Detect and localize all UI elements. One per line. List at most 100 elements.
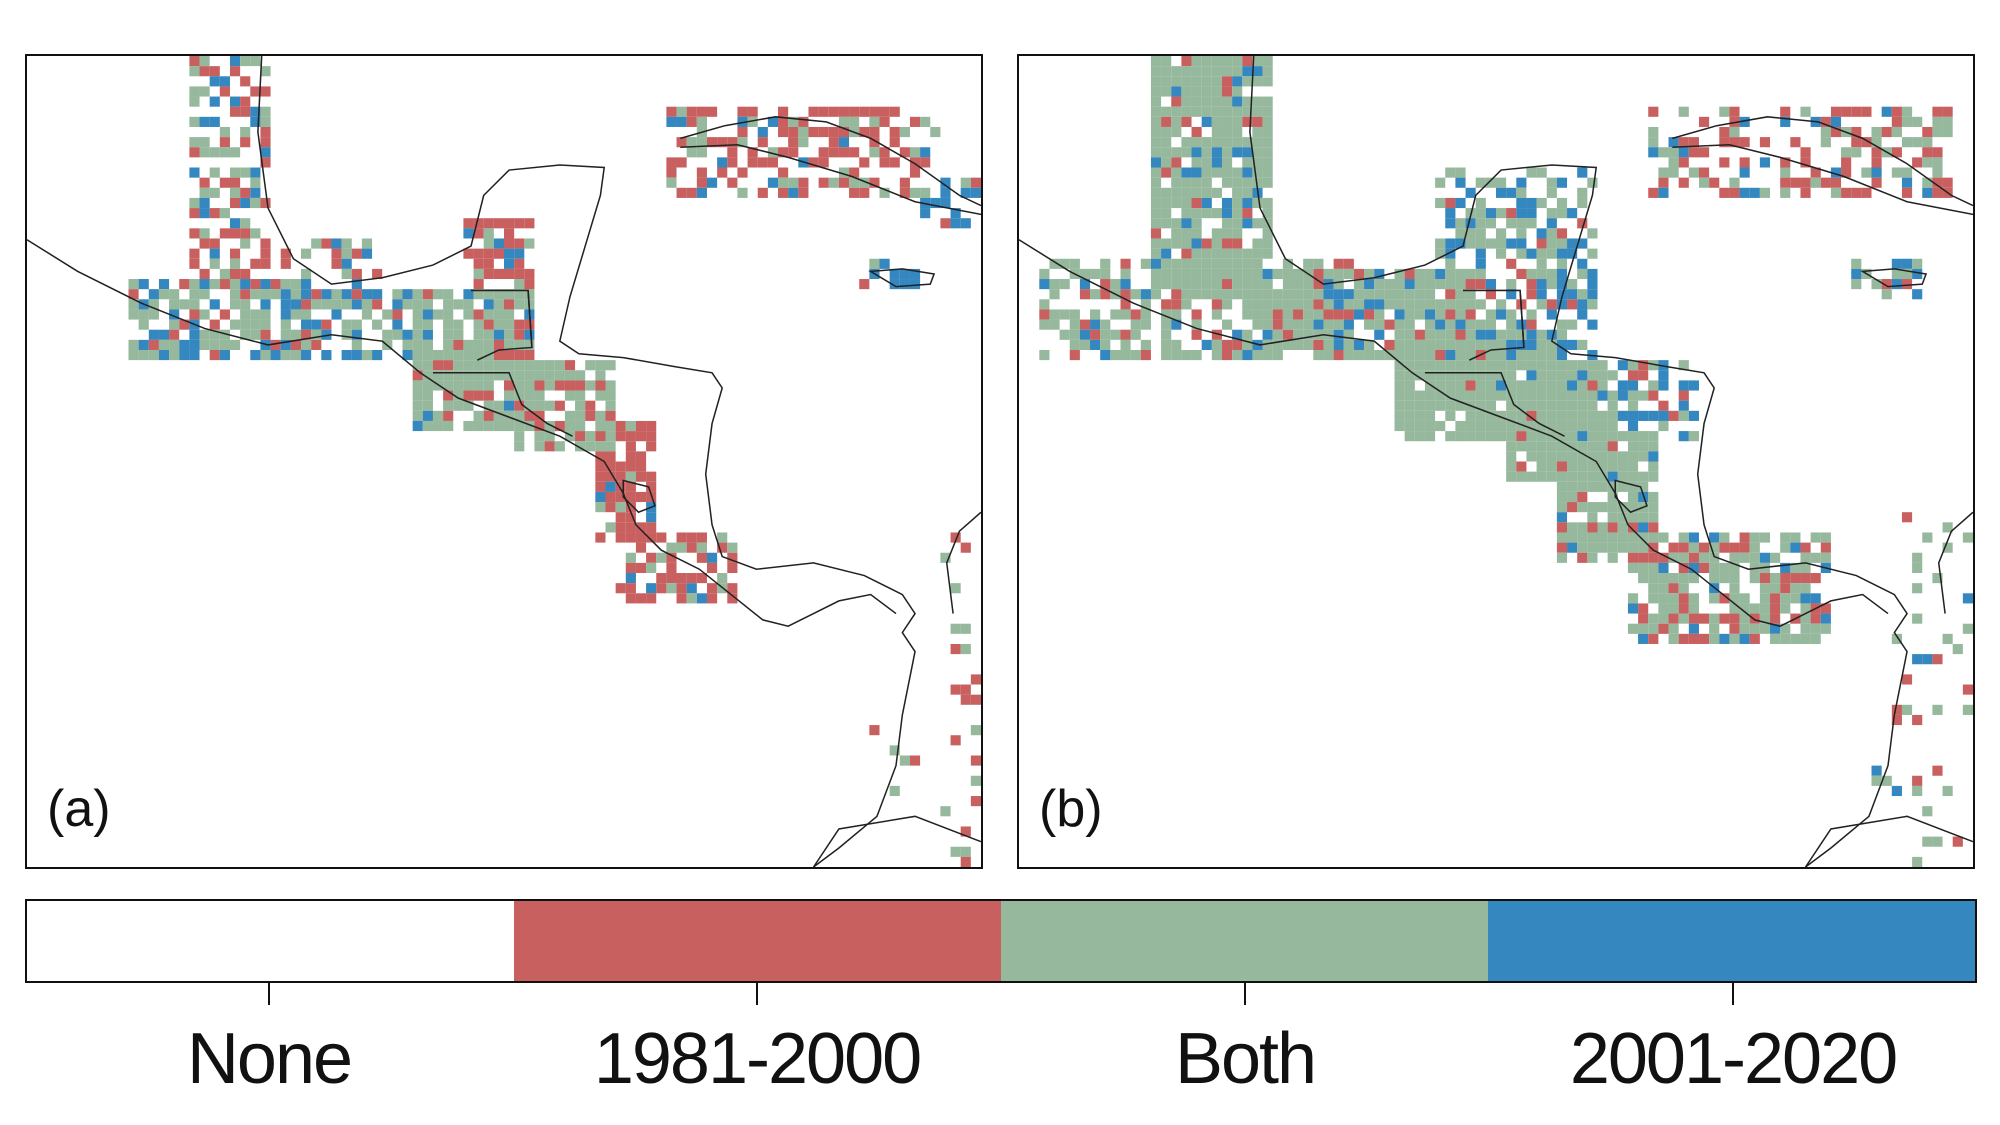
grid-cell bbox=[463, 339, 474, 350]
grid-cell bbox=[1293, 299, 1304, 310]
grid-cell bbox=[1516, 329, 1527, 340]
grid-cell bbox=[1506, 420, 1517, 432]
grid-cell bbox=[686, 573, 697, 584]
grid-cell bbox=[1252, 289, 1263, 300]
grid-cell bbox=[1698, 542, 1710, 553]
grid-cell bbox=[1242, 299, 1253, 310]
grid-cell bbox=[1688, 552, 1699, 563]
grid-cell bbox=[422, 339, 433, 350]
grid-cell bbox=[1719, 573, 1730, 584]
grid-cell bbox=[1171, 76, 1182, 87]
grid-cell bbox=[595, 481, 606, 492]
grid-cell bbox=[504, 238, 515, 249]
grid-cell bbox=[290, 329, 302, 340]
grid-cell bbox=[1597, 532, 1608, 543]
grid-cell bbox=[1587, 532, 1598, 543]
grid-cell bbox=[1252, 106, 1263, 117]
grid-cell bbox=[1506, 380, 1517, 391]
grid-cell bbox=[635, 522, 647, 533]
grid-cell bbox=[1364, 339, 1375, 350]
grid-cell bbox=[1181, 258, 1192, 269]
grid-cell bbox=[1201, 116, 1212, 127]
grid-cell bbox=[1232, 126, 1243, 138]
grid-cell bbox=[1536, 380, 1547, 391]
grid-cell bbox=[1404, 400, 1415, 411]
grid-cell bbox=[1638, 552, 1649, 563]
grid-cell bbox=[960, 684, 971, 695]
grid-cell bbox=[524, 360, 535, 371]
grid-cell bbox=[1475, 420, 1486, 432]
grid-cell bbox=[1962, 623, 1973, 634]
grid-cell bbox=[1577, 197, 1588, 209]
grid-cell bbox=[514, 289, 525, 300]
grid-cell bbox=[524, 238, 535, 249]
grid-cell bbox=[1912, 258, 1923, 269]
grid-cell bbox=[1090, 339, 1101, 350]
grid-cell bbox=[1556, 420, 1568, 432]
grid-cell bbox=[1150, 279, 1162, 290]
grid-cell bbox=[361, 349, 373, 361]
grid-cell bbox=[250, 167, 261, 178]
grid-cell bbox=[1282, 339, 1294, 350]
grid-cell bbox=[1485, 309, 1496, 320]
grid-cell bbox=[1059, 309, 1070, 320]
grid-cell bbox=[1536, 339, 1547, 350]
grid-cell bbox=[1709, 542, 1720, 553]
grid-cell bbox=[1891, 258, 1902, 269]
grid-cell bbox=[504, 268, 515, 280]
grid-cell bbox=[189, 289, 200, 300]
grid-cell bbox=[635, 420, 647, 432]
grid-cell bbox=[1404, 268, 1415, 280]
grid-cell bbox=[453, 339, 464, 350]
grid-cell bbox=[1343, 299, 1354, 310]
grid-cell bbox=[514, 370, 525, 381]
grid-cell bbox=[788, 116, 799, 127]
grid-cell bbox=[432, 370, 444, 381]
grid-cell bbox=[1698, 167, 1710, 178]
grid-cell bbox=[818, 106, 829, 117]
grid-cell bbox=[1049, 289, 1060, 300]
grid-cell bbox=[189, 299, 200, 310]
grid-cell bbox=[1181, 137, 1192, 148]
grid-cell bbox=[1394, 339, 1405, 350]
grid-cell bbox=[331, 258, 342, 269]
grid-cell bbox=[1252, 279, 1263, 290]
grid-cell bbox=[1262, 157, 1273, 168]
grid-cell bbox=[1729, 603, 1740, 614]
grid-cell bbox=[696, 542, 707, 553]
grid-cell bbox=[1496, 339, 1507, 350]
grid-cell bbox=[189, 248, 200, 259]
grid-cell bbox=[1120, 258, 1131, 269]
grid-cell bbox=[1455, 370, 1466, 381]
grid-cell bbox=[412, 329, 423, 340]
grid-cell bbox=[1161, 339, 1172, 350]
grid-cell bbox=[483, 420, 494, 432]
grid-cell bbox=[1739, 137, 1750, 148]
grid-cell bbox=[1658, 380, 1669, 391]
grid-cell bbox=[1749, 542, 1760, 553]
grid-cell bbox=[1404, 349, 1415, 361]
grid-cell bbox=[514, 420, 525, 432]
grid-cell bbox=[1191, 309, 1202, 320]
grid-cell bbox=[1800, 562, 1811, 574]
grid-cell bbox=[463, 228, 474, 239]
grid-cell bbox=[1597, 461, 1608, 472]
grid-cell bbox=[240, 187, 251, 198]
grid-cell bbox=[1577, 289, 1588, 300]
grid-cell bbox=[615, 491, 626, 503]
grid-cell bbox=[1272, 309, 1283, 320]
grid-cell bbox=[1242, 157, 1253, 168]
grid-cell bbox=[1658, 583, 1669, 594]
grid-cell bbox=[1191, 349, 1202, 361]
grid-cell bbox=[1770, 603, 1781, 614]
grid-cell bbox=[595, 431, 606, 442]
grid-cell bbox=[1242, 349, 1253, 361]
grid-cell bbox=[1475, 177, 1486, 188]
grid-cell bbox=[1851, 137, 1862, 148]
grid-cell bbox=[209, 208, 220, 219]
grid-cell bbox=[1648, 613, 1659, 624]
grid-cell bbox=[1191, 96, 1202, 107]
grid-cell bbox=[372, 289, 383, 300]
legend-label-both: Both bbox=[1174, 1019, 1317, 1099]
grid-cell bbox=[727, 593, 738, 604]
